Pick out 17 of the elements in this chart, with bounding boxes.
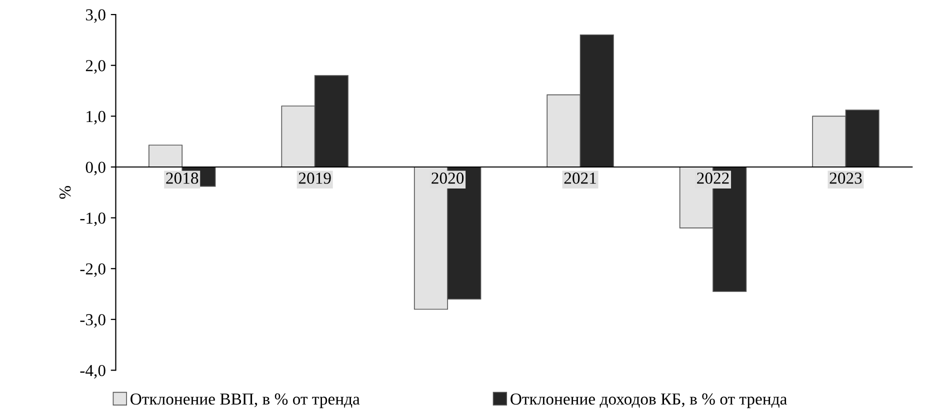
x-tick-label: 2019 [298,172,331,184]
x-tick-label: 2022 [697,172,729,184]
y-tick-label: -4,0 [80,364,106,379]
legend-label: Отклонение ВВП, в % от тренда [130,393,360,408]
legend-label: Отклонение доходов КБ, в % от тренда [510,393,787,408]
y-axis-title: % [59,186,71,199]
y-tick-label: 0,0 [86,162,106,176]
y-tick-label: -1,0 [80,212,106,226]
y-tick-label: 1,0 [86,110,106,125]
x-tick-label: 2020 [432,172,464,184]
x-tick-label: 2023 [830,172,862,184]
y-tick-label: 2,0 [86,60,106,74]
x-tick-label: 2018 [166,172,198,184]
y-tick-label: -3,0 [80,314,106,328]
x-tick-label: 2021 [564,172,596,184]
y-tick-label: -2,0 [80,263,106,277]
y-tick-label: 3,0 [86,9,106,23]
